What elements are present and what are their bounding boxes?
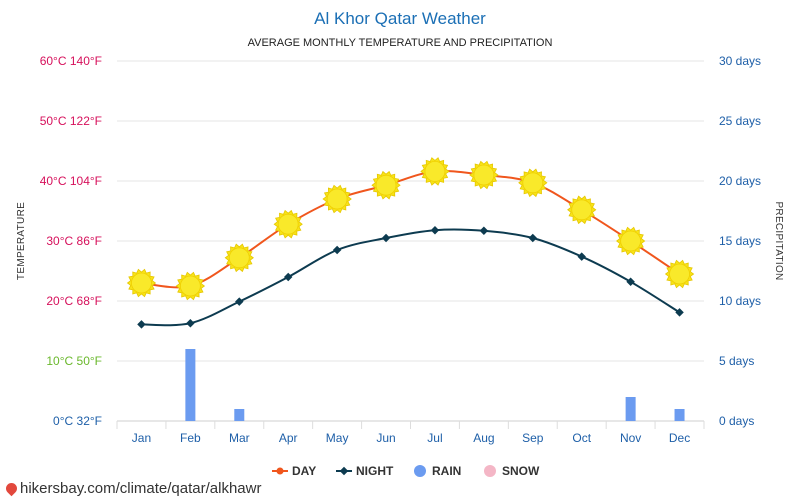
source-url[interactable]: hikersbay.com/climate/qatar/alkhawr — [20, 480, 262, 497]
night-point — [430, 225, 440, 235]
month-label: Jun — [376, 431, 395, 445]
left-tick-label: 30°C 86°F — [46, 234, 102, 248]
night-point — [235, 297, 244, 306]
month-labels: Jan Feb Mar Apr May Jun Jul Aug Sep Oct Nov Dec — [132, 431, 690, 445]
legend-rain-marker — [414, 465, 426, 477]
sun-icon — [224, 243, 254, 273]
left-tick-label: 20°C 68°F — [46, 294, 102, 308]
sun-icon — [175, 271, 206, 301]
month-label: May — [326, 431, 349, 445]
legend-snow-label: SNOW — [502, 464, 540, 478]
right-tick-label: 5 days — [719, 354, 754, 368]
sun-core — [620, 230, 642, 252]
legend-day-label: DAY — [292, 464, 316, 478]
rain-bar — [185, 349, 196, 421]
night-temperature-line — [141, 228, 681, 327]
night-point — [137, 320, 146, 329]
grid-lines — [116, 60, 705, 429]
month-label: Nov — [620, 431, 641, 445]
rain-bar — [625, 397, 636, 421]
sun-core — [669, 263, 690, 285]
sun-icon — [469, 160, 499, 190]
month-label: Apr — [279, 431, 298, 445]
source-watermark[interactable]: hikersbay.com/climate/qatar/alkhawr — [3, 480, 262, 497]
sun-core — [473, 164, 495, 186]
precipitation-axis-title: PRECIPITATION — [773, 201, 784, 280]
legend-snow-marker — [484, 465, 496, 477]
month-label: Sep — [522, 431, 544, 445]
right-tick-label: 30 days — [719, 54, 761, 68]
month-label: Aug — [473, 431, 494, 445]
rain-bar — [674, 409, 685, 421]
sun-core — [228, 247, 250, 269]
legend-night-label: NIGHT — [356, 464, 394, 478]
chart-subtitle: AVERAGE MONTHLY TEMPERATURE AND PRECIPIT… — [248, 37, 553, 49]
sun-core — [131, 272, 152, 294]
left-tick-label: 60°C 140°F — [40, 54, 102, 68]
sun-core — [424, 160, 446, 182]
month-label: Mar — [229, 431, 250, 445]
night-point — [283, 272, 293, 282]
month-label: Feb — [180, 431, 201, 445]
sun-icon — [615, 226, 646, 256]
sun-core — [326, 188, 348, 210]
location-pin-icon — [3, 480, 20, 497]
right-tick-label: 25 days — [719, 114, 761, 128]
right-tick-label: 10 days — [719, 294, 761, 308]
legend-day-marker — [276, 467, 284, 475]
sun-core — [522, 172, 544, 194]
month-label: Jul — [427, 431, 442, 445]
month-label: Oct — [572, 431, 591, 445]
left-tick-label: 50°C 122°F — [40, 114, 102, 128]
sun-icon — [126, 268, 157, 298]
sun-icon — [518, 168, 548, 198]
left-tick-label: 10°C 50°F — [46, 354, 102, 368]
right-axis-ticks: 0 days 5 days 10 days 15 days 20 days 25 days… — [719, 54, 761, 428]
sun-icon — [567, 195, 597, 225]
sun-core — [375, 174, 397, 196]
night-point — [626, 277, 635, 287]
sun-icon — [664, 259, 695, 289]
left-axis-ticks: 0°C 32°F 10°C 50°F 20°C 68°F 30°C 86°F 40°C … — [40, 54, 102, 428]
sun-icon — [322, 184, 352, 214]
month-label: Jan — [132, 431, 151, 445]
night-point — [186, 318, 195, 328]
left-tick-label: 40°C 104°F — [40, 174, 102, 188]
night-point — [479, 226, 489, 236]
rain-bar — [234, 409, 245, 421]
night-point — [332, 245, 342, 255]
sun-icon — [273, 209, 303, 239]
sun-icon — [371, 170, 401, 200]
day-temperature-line — [141, 169, 681, 289]
right-tick-label: 15 days — [719, 234, 761, 248]
sun-core — [179, 275, 201, 297]
temperature-markers — [126, 157, 695, 329]
legend-night-marker — [339, 466, 349, 476]
right-tick-label: 0 days — [719, 414, 754, 428]
temperature-lines — [141, 169, 681, 327]
legend: DAY NIGHT RAIN SNOW — [272, 464, 540, 478]
sun-core — [571, 199, 593, 221]
sun-core — [277, 213, 299, 235]
chart-title: Al Khor Qatar Weather — [314, 9, 486, 28]
month-label: Dec — [669, 431, 690, 445]
left-tick-label: 0°C 32°F — [53, 414, 102, 428]
rain-bars — [185, 349, 685, 421]
night-point — [675, 308, 684, 317]
temperature-axis-title: TEMPERATURE — [16, 202, 27, 280]
right-tick-label: 20 days — [719, 174, 761, 188]
legend-rain-label: RAIN — [432, 464, 461, 478]
night-point — [577, 252, 586, 261]
sun-icon — [420, 157, 450, 186]
night-point — [381, 233, 391, 243]
